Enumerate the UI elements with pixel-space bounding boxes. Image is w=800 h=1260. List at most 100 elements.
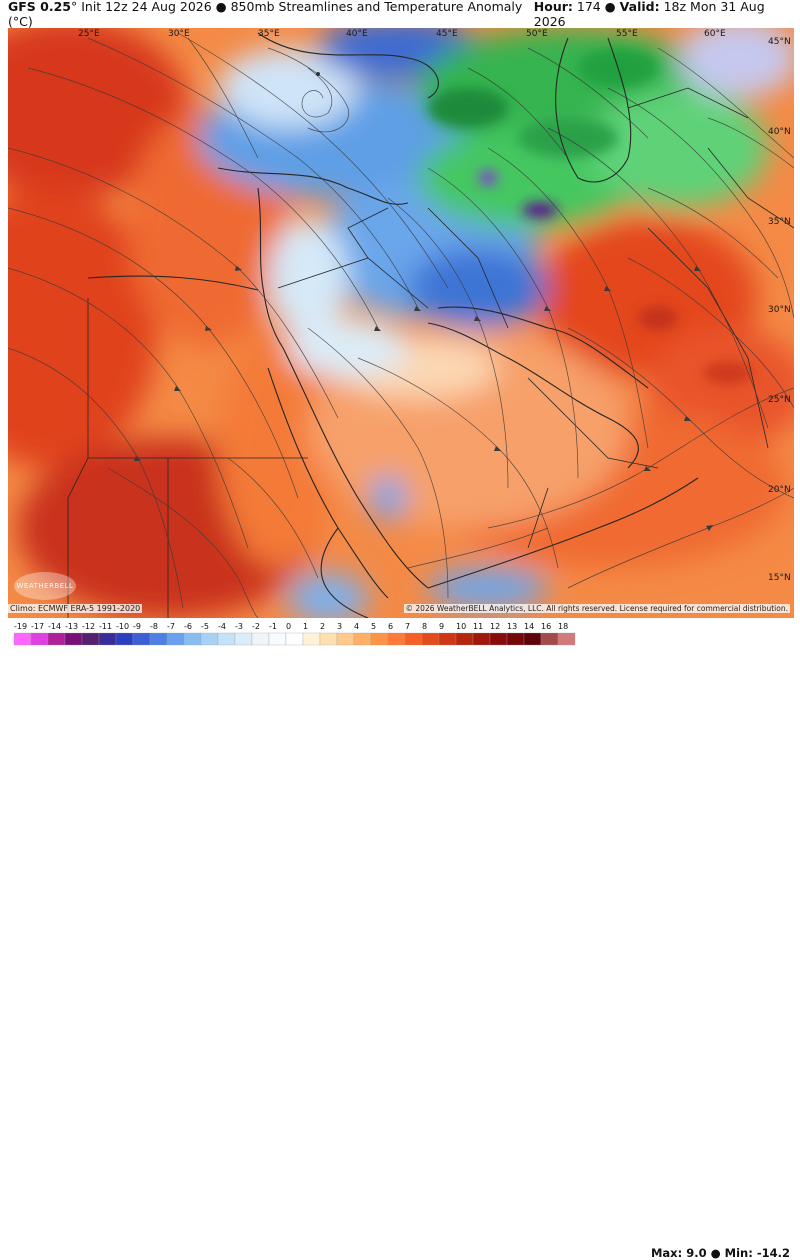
- hour-value: 174: [576, 0, 601, 14]
- colorbar-label: -9: [133, 622, 141, 631]
- colorbar-label: 8: [422, 622, 427, 631]
- colorbar-swatch: [438, 632, 457, 646]
- colorbar-label: -2: [252, 622, 260, 631]
- header-bar: GFS 0.25° Init 12z 24 Aug 2026 ● 850mb S…: [0, 0, 800, 29]
- colorbar-swatch: [98, 632, 117, 646]
- colorbar-swatches: [13, 632, 576, 646]
- lon-label-55: 55°E: [616, 29, 638, 39]
- colorbar-label: -19: [14, 622, 27, 631]
- colorbar-label: 5: [371, 622, 376, 631]
- colorbar-swatch: [523, 632, 542, 646]
- colorbar-label: 2: [320, 622, 325, 631]
- weather-map[interactable]: 25°E 30°E 35°E 40°E 45°E 50°E 55°E 60°E …: [8, 28, 794, 618]
- lon-label-25: 25°E: [78, 29, 100, 39]
- separator-dot-2: ●: [604, 0, 616, 14]
- colorbar-swatch: [268, 632, 287, 646]
- lon-label-35: 35°E: [258, 29, 280, 39]
- max-value: 9.0: [686, 1246, 707, 1260]
- colorbar-label: 6: [388, 622, 393, 631]
- colorbar-label: -7: [167, 622, 175, 631]
- colorbar-swatch: [506, 632, 525, 646]
- colorbar-label: 0: [286, 622, 291, 631]
- colorbar-label: 11: [473, 622, 483, 631]
- valid-value: 18z Mon 31 Aug 2026: [533, 0, 765, 29]
- minmax-sep: ●: [710, 1246, 721, 1260]
- colorbar-label: 18: [558, 622, 568, 631]
- colorbar-label: -3: [235, 622, 243, 631]
- colorbar-swatch: [47, 632, 66, 646]
- lat-label-35: 35°N: [768, 217, 791, 227]
- valid-label: Valid:: [619, 0, 660, 14]
- colorbar-label: -1: [269, 622, 277, 631]
- colorbar: -19 -17 -14 -13 -12 -11 -10 -9 -8 -7 -6 -5 -4 -3 -2 -1 0…: [13, 622, 576, 646]
- colorbar-swatch: [64, 632, 83, 646]
- min-value: -14.2: [756, 1246, 790, 1260]
- colorbar-swatch: [455, 632, 474, 646]
- lat-label-25: 25°N: [768, 395, 791, 405]
- graticule-labels: 25°E 30°E 35°E 40°E 45°E 50°E 55°E 60°E …: [78, 29, 791, 583]
- separator-dot: ●: [215, 0, 227, 14]
- lat-label-45: 45°N: [768, 37, 791, 47]
- colorbar-swatch: [166, 632, 185, 646]
- colorbar-swatch: [319, 632, 338, 646]
- colorbar-label: -13: [65, 622, 78, 631]
- colorbar-swatch: [336, 632, 355, 646]
- max-label: Max:: [650, 1246, 683, 1260]
- colorbar-swatch: [285, 632, 304, 646]
- footer-bar: -19 -17 -14 -13 -12 -11 -10 -9 -8 -7 -6 -5 -4 -3 -2 -1 0…: [0, 618, 800, 1260]
- colorbar-swatch: [251, 632, 270, 646]
- max-min-readout: Max: 9.0 ● Min: -14.2: [651, 1246, 790, 1260]
- colorbar-swatch: [421, 632, 440, 646]
- colorbar-swatch: [387, 632, 406, 646]
- colorbar-swatch: [149, 632, 168, 646]
- colorbar-label: 13: [507, 622, 517, 631]
- lat-label-15: 15°N: [768, 573, 791, 583]
- colorbar-label: -4: [218, 622, 226, 631]
- product-title: 850mb Streamlines and Temperature Anomal…: [8, 0, 523, 29]
- colorbar-label: -10: [116, 622, 129, 631]
- colorbar-swatch: [200, 632, 219, 646]
- lon-label-50: 50°E: [526, 29, 548, 39]
- colorbar-swatch: [115, 632, 134, 646]
- colorbar-swatch: [132, 632, 151, 646]
- colorbar-label: 10: [456, 622, 466, 631]
- lon-label-45: 45°E: [436, 29, 458, 39]
- colorbar-swatch: [370, 632, 389, 646]
- colorbar-label: -5: [201, 622, 209, 631]
- colorbar-label: -17: [31, 622, 44, 631]
- lat-label-20: 20°N: [768, 485, 791, 495]
- init-time: ° Init 12z 24 Aug 2026: [71, 0, 212, 14]
- header-left: GFS 0.25° Init 12z 24 Aug 2026 ● 850mb S…: [8, 0, 534, 29]
- colorbar-swatch: [472, 632, 491, 646]
- lat-label-30: 30°N: [768, 305, 791, 315]
- colorbar-swatch: [81, 632, 100, 646]
- colorbar-label: 14: [524, 622, 534, 631]
- colorbar-swatch: [353, 632, 372, 646]
- borders: [67, 32, 794, 618]
- colorbar-swatch: [234, 632, 253, 646]
- lon-label-40: 40°E: [346, 29, 368, 39]
- colorbar-label: 16: [541, 622, 551, 631]
- colorbar-label: 7: [405, 622, 410, 631]
- weatherbell-logo: WEATHERBELL: [14, 572, 76, 600]
- colorbar-swatch: [13, 632, 32, 646]
- colorbar-label: 1: [303, 622, 308, 631]
- colorbar-label: -6: [184, 622, 192, 631]
- lon-label-60: 60°E: [704, 29, 726, 39]
- colorbar-swatch: [540, 632, 559, 646]
- colorbar-label: 4: [354, 622, 359, 631]
- model-name: GFS 0.25: [8, 0, 71, 14]
- colorbar-label: -12: [82, 622, 95, 631]
- colorbar-swatch: [302, 632, 321, 646]
- colorbar-swatch: [489, 632, 508, 646]
- colorbar-swatch: [217, 632, 236, 646]
- colorbar-label: -8: [150, 622, 158, 631]
- low-center-marker: [316, 72, 320, 76]
- colorbar-label: 12: [490, 622, 500, 631]
- map-canvas: 25°E 30°E 35°E 40°E 45°E 50°E 55°E 60°E …: [8, 28, 794, 618]
- colorbar-label: 9: [439, 622, 444, 631]
- lon-label-30: 30°E: [168, 29, 190, 39]
- min-label: Min:: [724, 1246, 753, 1260]
- hour-label: Hour:: [533, 0, 573, 14]
- header-right: Hour: 174 ● Valid: 18z Mon 31 Aug 2026: [534, 0, 792, 29]
